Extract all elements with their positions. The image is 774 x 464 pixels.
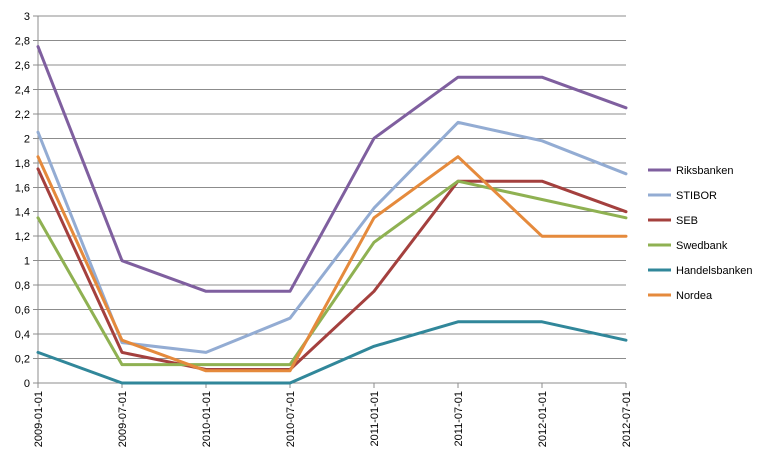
legend-label-riksbanken: Riksbanken <box>676 165 733 177</box>
x-tick-label: 2011-07-01 <box>453 391 465 446</box>
gridlines <box>38 15 626 360</box>
y-tick-label: 2,4 <box>15 84 30 96</box>
legend-label-handelsbanken: Handelsbanken <box>676 265 752 277</box>
x-tick-label: 2009-01-01 <box>33 391 45 447</box>
legend-label-swedbank: Swedbank <box>676 240 728 252</box>
legend-label-nordea: Nordea <box>676 290 713 302</box>
x-tick-label: 2011-01-01 <box>369 391 381 446</box>
x-tick-label: 2009-07-01 <box>117 391 129 447</box>
series-line-nordea <box>36 155 628 373</box>
x-tick-label: 2012-07-01 <box>621 391 633 447</box>
legend-label-seb: SEB <box>676 215 698 227</box>
legend-label-stibor: STIBOR <box>676 190 717 202</box>
y-tick-label: 1,4 <box>15 207 30 219</box>
y-tick-label: 2 <box>24 133 30 145</box>
y-tick-label: 0,2 <box>15 354 30 366</box>
x-tick-label: 2010-07-01 <box>285 391 297 447</box>
x-tick-label: 2012-01-01 <box>537 391 549 447</box>
y-tick-label: 2,6 <box>15 60 30 72</box>
y-tick-label: 2,2 <box>15 109 30 121</box>
y-tick-label: 0,6 <box>15 305 30 317</box>
y-tick-label: 1 <box>24 256 30 268</box>
legend: Riksbanken STIBOR SEB Swedbank Handelsbanken… <box>648 165 752 302</box>
series-lines <box>36 45 628 385</box>
series-line-riksbanken <box>36 45 628 293</box>
y-tick-label: 0,4 <box>15 329 30 341</box>
y-tick-label: 3 <box>24 11 30 23</box>
x-tick-label: 2010-01-01 <box>201 391 213 447</box>
series-line-handelsbanken <box>36 320 628 385</box>
y-tick-label: 1,2 <box>15 231 30 243</box>
series-line-stibor <box>36 120 628 354</box>
series-line-seb <box>36 167 628 371</box>
y-tick-label: 1,6 <box>15 182 30 194</box>
series-line-swedbank <box>36 179 628 367</box>
axes: 0 0,2 0,4 0,6 0,8 1 1,2 1,4 1,6 1,8 2 2,2 2,4 2,6 2,8 3… <box>15 11 633 447</box>
y-tick-label: 1,8 <box>15 158 30 170</box>
y-tick-label: 0,8 <box>15 280 30 292</box>
y-tick-label: 2,8 <box>15 35 30 47</box>
y-tick-label: 0 <box>24 378 30 390</box>
